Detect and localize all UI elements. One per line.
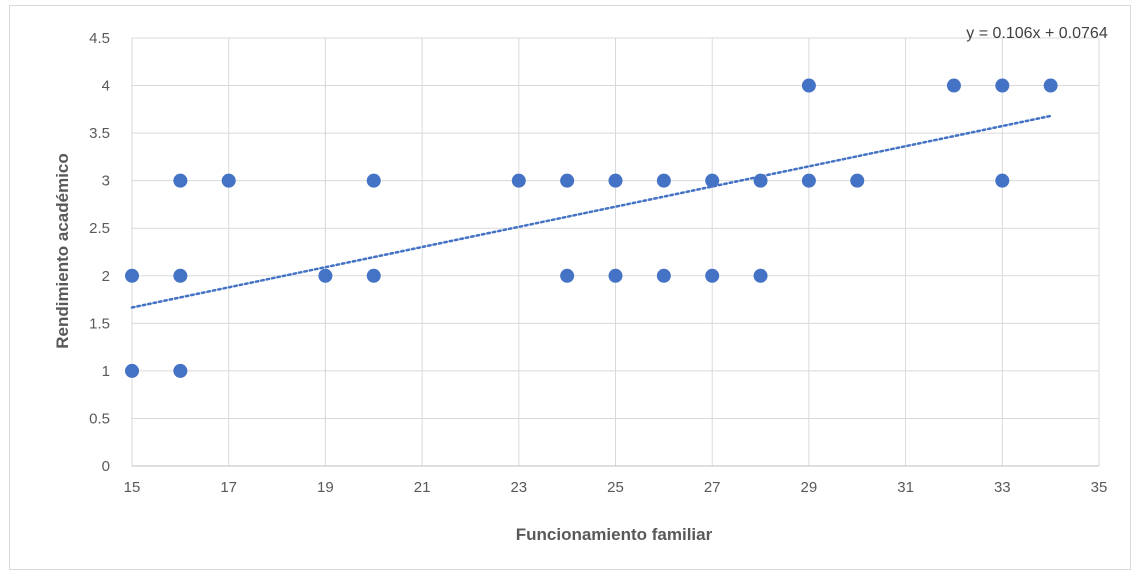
x-tick-label: 15: [124, 479, 141, 496]
data-points: [125, 78, 1058, 378]
data-point: [366, 268, 381, 283]
y-tick-label: 3.5: [89, 125, 110, 142]
data-point: [608, 268, 623, 283]
data-point: [560, 173, 575, 188]
data-point: [705, 268, 720, 283]
x-tick-label: 23: [510, 479, 527, 496]
x-tick-label: 29: [801, 479, 818, 496]
data-point: [608, 173, 623, 188]
data-point: [1043, 78, 1058, 93]
data-point: [656, 268, 671, 283]
data-point: [801, 78, 816, 93]
trendline: [130, 114, 1052, 309]
x-tick-label: 19: [317, 479, 334, 496]
chart-frame: [9, 5, 1131, 570]
data-point: [173, 173, 188, 188]
data-point: [173, 268, 188, 283]
x-tick-label: 21: [414, 479, 431, 496]
data-point: [705, 173, 720, 188]
data-point: [125, 363, 139, 378]
data-point: [995, 78, 1010, 93]
gridlines: [131, 37, 1100, 467]
x-tick-label: 35: [1091, 479, 1108, 496]
data-point: [753, 268, 768, 283]
y-tick-label: 1.5: [89, 315, 110, 332]
x-tick-label: 33: [994, 479, 1011, 496]
data-point: [125, 268, 139, 283]
data-point: [995, 173, 1010, 188]
x-tick-label: 17: [220, 479, 237, 496]
data-point: [753, 173, 768, 188]
y-tick-label: 3: [102, 173, 110, 190]
y-tick-label: 2: [102, 268, 110, 285]
y-axis-title: Rendimiento académico: [53, 153, 72, 349]
data-point: [366, 173, 381, 188]
data-point: [850, 173, 865, 188]
x-tick-label: 31: [897, 479, 914, 496]
x-tick-label: 27: [704, 479, 721, 496]
data-point: [946, 78, 961, 93]
data-point: [173, 363, 188, 378]
y-tick-label: 2.5: [89, 220, 110, 237]
trendline-equation: y = 0.106x + 0.0764: [966, 25, 1108, 42]
data-point: [221, 173, 236, 188]
y-tick-label: 4: [102, 78, 110, 95]
x-tick-label: 25: [607, 479, 624, 496]
y-tick-label: 0.5: [89, 410, 110, 427]
tick-labels: 15 17 19 21 23 25 27 29 31 33 35 0 0.5 1 1.5 2 2.5 3 3.5 4 4…: [89, 30, 1107, 496]
y-tick-label: 4.5: [89, 30, 110, 47]
data-point: [560, 268, 575, 283]
y-tick-label: 1: [102, 363, 110, 380]
y-tick-label: 0: [102, 458, 110, 475]
trendline-group: [130, 114, 1052, 309]
data-point: [801, 173, 816, 188]
data-point: [318, 268, 333, 283]
data-point: [511, 173, 526, 188]
x-axis-title: Funcionamiento familiar: [516, 525, 713, 544]
data-point: [656, 173, 671, 188]
